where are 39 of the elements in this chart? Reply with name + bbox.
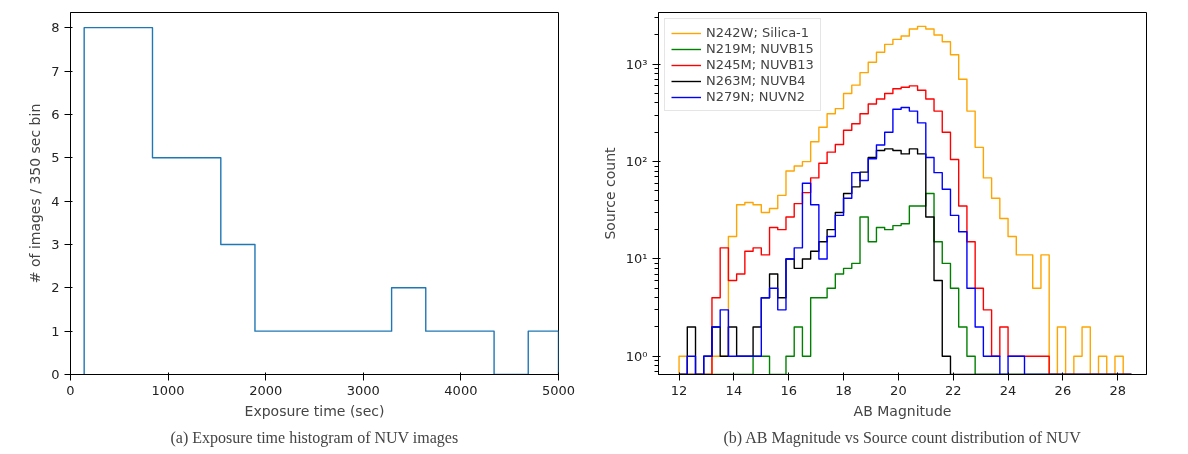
y-tick-label: 10¹ [625,251,648,267]
text: (a) Exposure time histogram of NUV images [170,428,459,447]
x-tick-label: 12 [670,382,688,398]
y-axis-title: # of images / 350 sec bin [27,103,44,284]
x-axis-title: Exposure time (sec) [244,402,385,419]
y-tick-label: 8 [51,20,60,36]
x-tick-label: 3000 [346,382,380,398]
x-tick-label: 14 [725,382,743,398]
x-tick-label: 16 [780,382,797,398]
legend-label: N263M; NUVB4 [706,73,806,88]
x-tick-label: 24 [999,382,1017,398]
x-axis-title: AB Magnitude [853,402,952,419]
x-tick-label: 20 [890,382,907,398]
x-tick-label: 0 [66,382,75,398]
legend-label: N219M; NUVB15 [706,41,814,56]
x-tick-label: 22 [944,382,962,398]
y-tick-label: 10⁰ [625,348,648,364]
y-tick-label: 2 [51,280,60,296]
y-tick-label: 6 [51,106,60,122]
y-tick-label: 5 [51,150,60,166]
x-tick-label: 2000 [249,382,283,398]
legend-label: N279N; NUVN2 [706,89,805,104]
x-tick-label: 1000 [151,382,185,398]
y-tick-label: 7 [51,63,60,79]
x-tick-label: 28 [1109,382,1126,398]
y-tick-label: 10³ [625,56,648,72]
y-tick-label: 0 [51,367,60,382]
x-tick-label: 5000 [541,382,576,398]
legend-label: N242W; Silica-1 [706,25,810,40]
x-tick-label: 4000 [444,382,478,398]
legend-label: N245M; NUVB13 [706,57,814,72]
y-axis-title: Source count [601,146,618,240]
x-tick-label: 18 [835,382,852,398]
x-tick-label: 26 [1054,382,1072,398]
y-tick-label: 10² [625,154,648,170]
y-tick-label: 4 [51,193,60,209]
y-tick-label: 3 [51,236,60,252]
y-tick-label: 1 [51,323,60,339]
text: (b) AB Magnitude vs Source count distribution of NUV [723,428,1082,447]
